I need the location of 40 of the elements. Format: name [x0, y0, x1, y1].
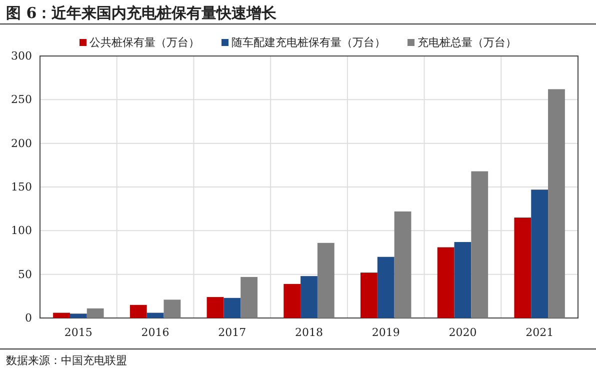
legend-label: 公共桩保有量（万台） [90, 36, 200, 49]
bar [300, 276, 318, 318]
bar [317, 242, 334, 318]
bar [360, 272, 378, 318]
bar [130, 304, 147, 318]
bar [70, 314, 87, 318]
bar [86, 308, 104, 318]
bar [164, 300, 181, 318]
y-tick-label: 50 [18, 268, 32, 281]
chart-title: 图 6：近年来国内充电桩保有量快速增长 [6, 4, 278, 22]
y-tick-label: 0 [25, 312, 32, 325]
x-tick-label: 2017 [218, 326, 246, 339]
y-tick-label: 250 [11, 93, 32, 106]
bar [377, 256, 394, 318]
source-note: 数据来源：中国充电联盟 [6, 354, 127, 367]
bar [146, 312, 164, 318]
bar [471, 171, 488, 318]
x-tick-label: 2021 [526, 326, 554, 339]
bar [454, 242, 472, 318]
bar [514, 218, 532, 318]
bar [53, 312, 70, 318]
legend-label: 充电桩总量（万台） [418, 36, 516, 49]
x-tick-label: 2020 [448, 326, 477, 339]
x-tick-label: 2015 [64, 326, 92, 339]
x-tick-label: 2019 [372, 326, 400, 339]
y-tick-label: 200 [11, 136, 32, 150]
x-tick-label: 2018 [295, 326, 323, 339]
y-tick-label: 150 [11, 180, 32, 194]
bar [548, 89, 565, 318]
bar [240, 276, 258, 318]
bar [224, 298, 241, 318]
bar [531, 190, 548, 318]
legend-label: 随车配建充电桩保有量（万台） [232, 36, 386, 49]
bar [284, 284, 301, 318]
y-tick-label: 100 [11, 224, 32, 238]
bar [437, 247, 454, 318]
y-tick-label: 300 [11, 50, 32, 63]
x-tick-label: 2016 [141, 326, 170, 339]
bar [394, 211, 412, 318]
bar [206, 297, 224, 318]
